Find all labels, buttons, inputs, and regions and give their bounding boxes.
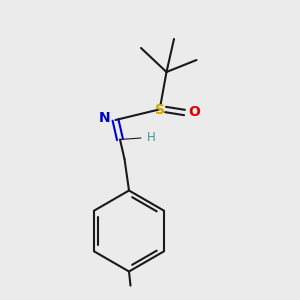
Text: O: O	[188, 105, 200, 118]
Text: H: H	[146, 131, 155, 144]
Text: N: N	[98, 112, 110, 125]
Text: S: S	[155, 103, 165, 117]
